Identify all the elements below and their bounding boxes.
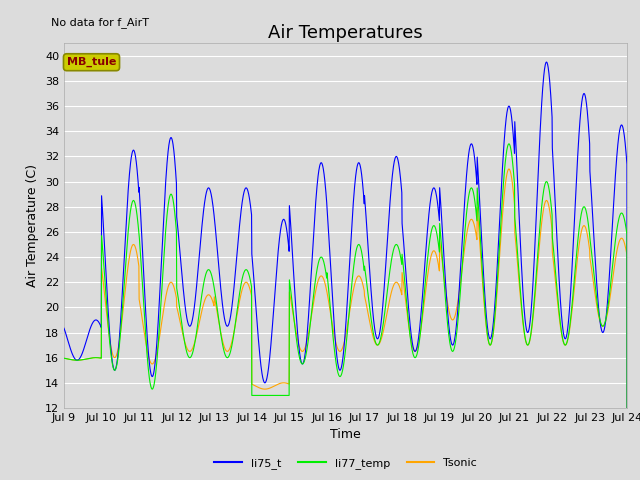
Text: No data for f_AirT: No data for f_AirT (51, 17, 149, 28)
X-axis label: Time: Time (330, 429, 361, 442)
Y-axis label: Air Temperature (C): Air Temperature (C) (26, 164, 39, 287)
Title: Air Temperatures: Air Temperatures (268, 24, 423, 42)
Text: MB_tule: MB_tule (67, 57, 116, 67)
Legend: li75_t, li77_temp, Tsonic: li75_t, li77_temp, Tsonic (210, 454, 481, 473)
